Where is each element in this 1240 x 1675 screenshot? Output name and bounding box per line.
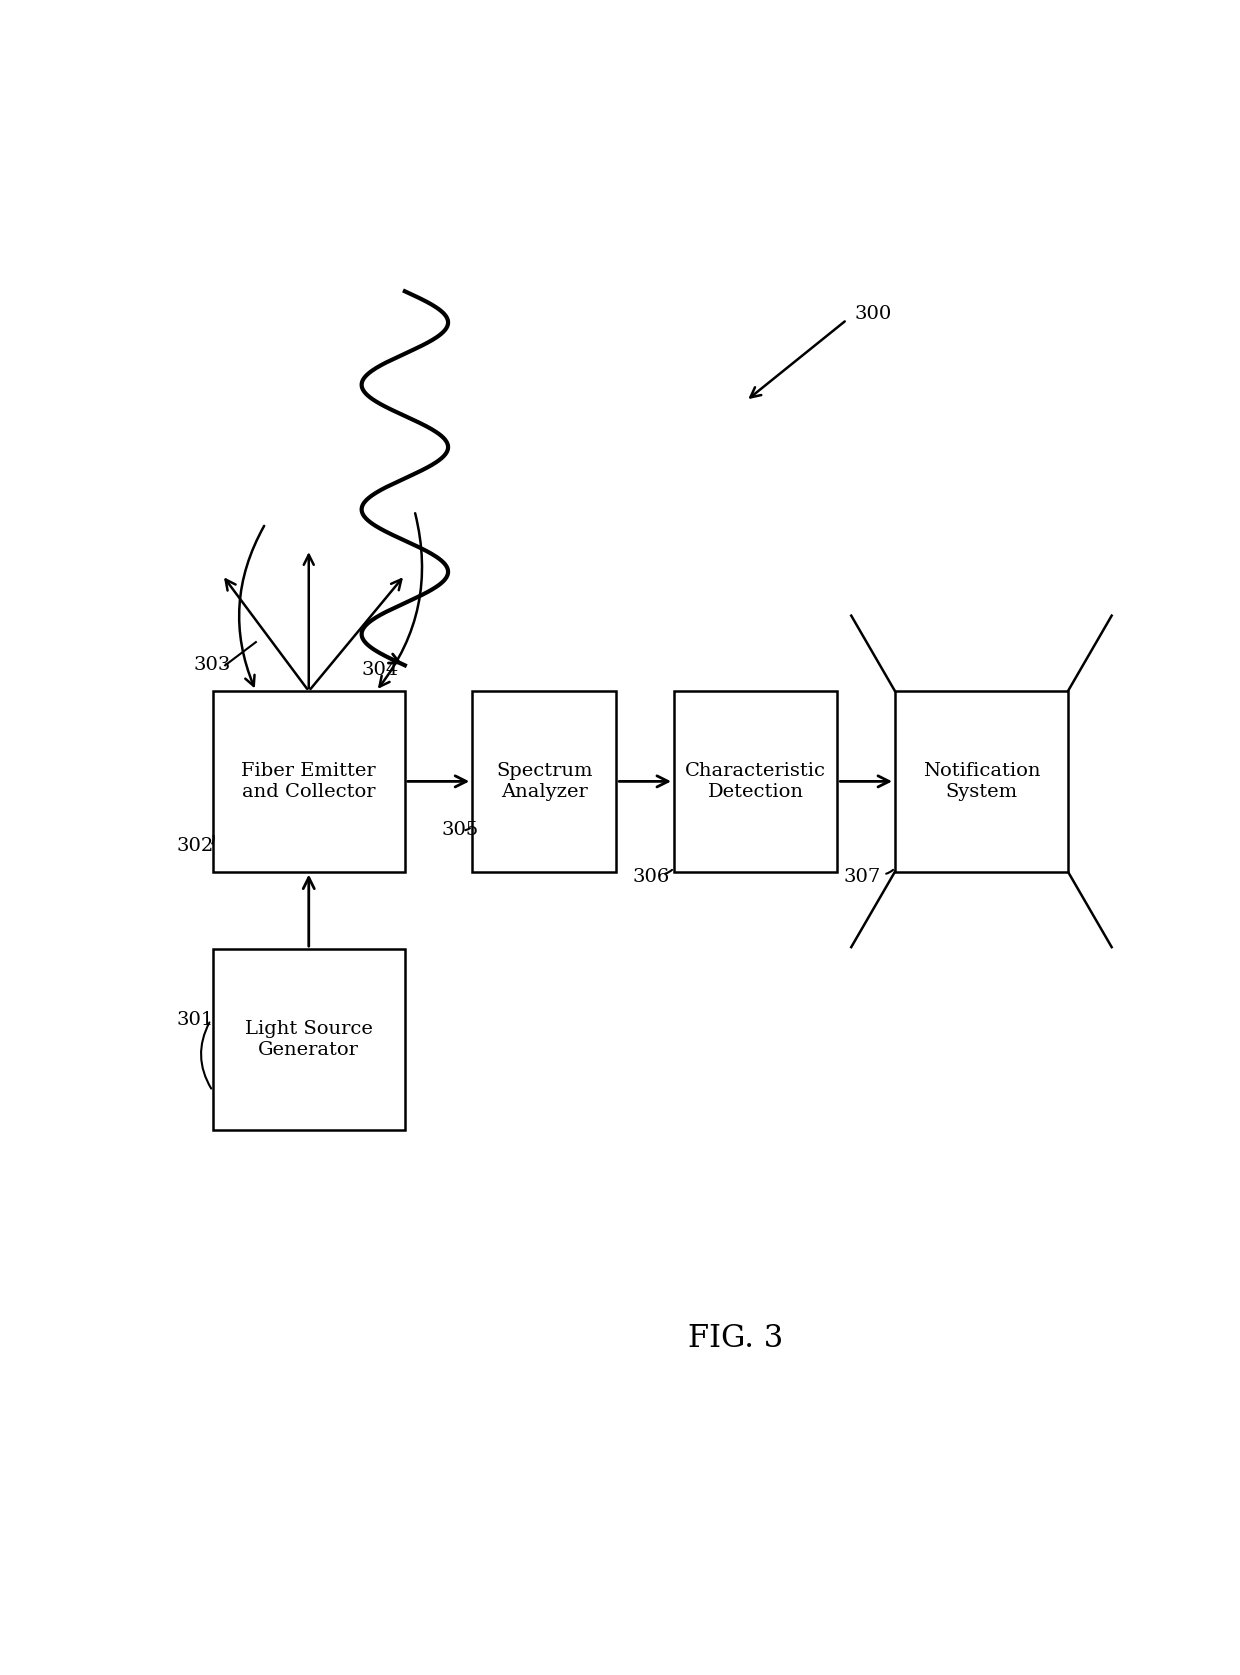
Text: 304: 304 xyxy=(362,662,399,680)
Text: 300: 300 xyxy=(854,305,892,323)
Text: Fiber Emitter
and Collector: Fiber Emitter and Collector xyxy=(242,762,376,801)
Text: Spectrum
Analyzer: Spectrum Analyzer xyxy=(496,762,593,801)
FancyBboxPatch shape xyxy=(472,692,616,871)
Text: 301: 301 xyxy=(176,1012,213,1028)
Text: Light Source
Generator: Light Source Generator xyxy=(244,1020,373,1059)
FancyBboxPatch shape xyxy=(213,950,404,1129)
FancyBboxPatch shape xyxy=(213,692,404,871)
FancyBboxPatch shape xyxy=(675,692,837,871)
Text: 306: 306 xyxy=(632,868,670,886)
Text: FIG. 3: FIG. 3 xyxy=(688,1323,784,1353)
Text: 303: 303 xyxy=(193,657,231,675)
Text: Notification
System: Notification System xyxy=(923,762,1040,801)
Text: Characteristic
Detection: Characteristic Detection xyxy=(686,762,826,801)
Text: 307: 307 xyxy=(843,868,880,886)
Text: 302: 302 xyxy=(176,838,213,854)
Text: 305: 305 xyxy=(441,821,479,839)
FancyBboxPatch shape xyxy=(895,692,1068,871)
